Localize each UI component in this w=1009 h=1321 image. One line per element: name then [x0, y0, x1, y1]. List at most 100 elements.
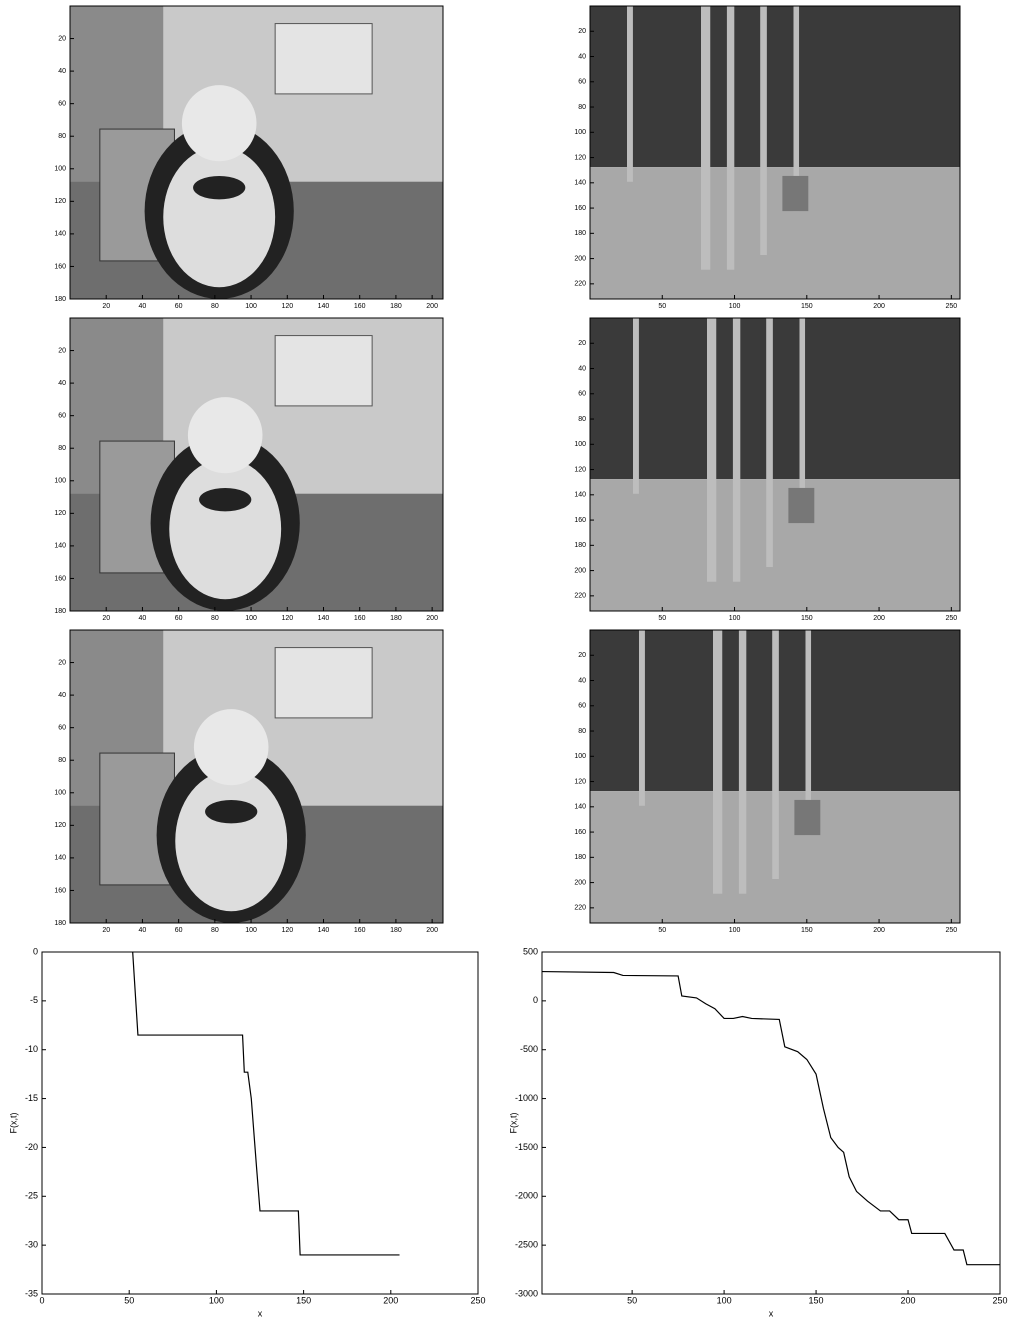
x-tick-label: 250: [945, 927, 957, 934]
photo-ground: [590, 479, 960, 611]
x-tick-label: 20: [102, 615, 110, 622]
x-tick-label: 160: [354, 615, 366, 622]
y-tick-label: 60: [58, 101, 66, 108]
x-tick-label: 180: [390, 303, 402, 310]
y-tick-label: 120: [574, 466, 586, 473]
y-tick-label: 60: [58, 725, 66, 732]
x-tick-label: 180: [390, 615, 402, 622]
y-tick-label: 160: [574, 829, 586, 836]
y-tick-label: -2500: [515, 1240, 538, 1250]
y-tick-label: 200: [574, 567, 586, 574]
x-tick-label: 140: [318, 927, 330, 934]
photo-whiteboard: [275, 648, 372, 718]
panel: 0501001502002500-5-10-15-20-25-30-35xF(x…: [8, 946, 485, 1318]
y-tick-label: 180: [574, 854, 586, 861]
x-tick-label: 200: [383, 1295, 398, 1305]
y-tick-label: 80: [58, 445, 66, 452]
y-tick-label: 200: [574, 255, 586, 262]
x-axis-label: x: [769, 1308, 774, 1318]
y-tick-label: -2000: [515, 1191, 538, 1201]
y-tick-label: 60: [58, 413, 66, 420]
panel: 2040608010012014016018020020406080100120…: [54, 318, 443, 622]
photo-stump: [794, 800, 820, 835]
x-tick-label: 200: [901, 1295, 916, 1305]
y-tick-label: 160: [54, 887, 66, 894]
y-tick-label: 500: [523, 946, 538, 956]
x-tick-label: 80: [211, 303, 219, 310]
y-tick-label: 40: [58, 68, 66, 75]
panel: 5010015020025020406080100120140160180200…: [574, 6, 960, 310]
x-tick-label: 80: [211, 927, 219, 934]
y-tick-label: -5: [30, 995, 38, 1005]
y-tick-label: -3000: [515, 1288, 538, 1298]
photo-penguin-bow: [205, 800, 257, 823]
y-tick-label: 100: [54, 166, 66, 173]
y-tick-label: 40: [578, 365, 586, 372]
photo-whiteboard: [275, 24, 372, 94]
photo-tree-trunk: [639, 630, 645, 806]
x-tick-label: 20: [102, 927, 110, 934]
x-tick-label: 150: [809, 1295, 824, 1305]
x-tick-label: 150: [801, 615, 813, 622]
data-line: [542, 972, 1000, 1265]
y-tick-label: 160: [54, 263, 66, 270]
x-tick-label: 140: [318, 303, 330, 310]
data-line: [133, 952, 400, 1255]
x-tick-label: 50: [658, 927, 666, 934]
photo-penguin-head: [194, 709, 269, 785]
y-tick-label: 80: [578, 728, 586, 735]
photo-tree-trunk: [772, 630, 779, 879]
y-tick-label: 120: [54, 510, 66, 517]
y-tick-label: 20: [578, 652, 586, 659]
x-tick-label: 150: [801, 927, 813, 934]
y-tick-label: 140: [54, 543, 66, 550]
photo-tree-trunk: [727, 6, 734, 270]
y-tick-label: 120: [574, 778, 586, 785]
y-tick-label: 180: [54, 920, 66, 927]
x-tick-label: 50: [124, 1295, 134, 1305]
x-tick-label: 250: [470, 1295, 485, 1305]
y-tick-label: 220: [574, 281, 586, 288]
x-tick-label: 80: [211, 615, 219, 622]
y-tick-label: 60: [578, 79, 586, 86]
x-tick-label: 40: [139, 615, 147, 622]
photo-tree-trunk: [760, 6, 767, 255]
x-tick-label: 100: [245, 615, 257, 622]
y-tick-label: -10: [25, 1044, 38, 1054]
y-tick-label: -1500: [515, 1142, 538, 1152]
x-tick-label: 60: [175, 615, 183, 622]
y-tick-label: 180: [54, 608, 66, 615]
x-tick-label: 100: [729, 303, 741, 310]
y-tick-label: 200: [574, 879, 586, 886]
page: 20 40 60 80 100 120 140 160 180 200 20 40 60 80 100 120…: [0, 0, 1009, 1321]
y-tick-label: -15: [25, 1093, 38, 1103]
x-tick-label: 40: [139, 927, 147, 934]
x-axis-label: x: [258, 1308, 263, 1318]
y-tick-label: 160: [54, 575, 66, 582]
photo-tree-trunk: [701, 6, 710, 270]
x-tick-label: 50: [658, 303, 666, 310]
y-tick-label: 80: [578, 416, 586, 423]
photo-canopy: [590, 318, 960, 479]
photo-tree-trunk: [707, 318, 716, 582]
x-tick-label: 140: [318, 615, 330, 622]
photo-whiteboard: [275, 336, 372, 406]
y-tick-label: -500: [520, 1044, 538, 1054]
x-tick-label: 60: [175, 303, 183, 310]
x-tick-label: 50: [658, 615, 666, 622]
y-tick-label: 140: [54, 231, 66, 238]
photo-tree-trunk: [739, 630, 746, 894]
figure: 20 40 60 80 100 120 140 160 180 200 20 40 60 80 100 120…: [0, 0, 1009, 1321]
y-tick-label: 100: [574, 753, 586, 760]
y-tick-label: 20: [578, 340, 586, 347]
y-tick-label: 60: [578, 391, 586, 398]
x-tick-label: 100: [717, 1295, 732, 1305]
x-tick-label: 100: [729, 927, 741, 934]
y-tick-label: 140: [574, 180, 586, 187]
y-tick-label: 120: [574, 154, 586, 161]
photo-penguin-belly: [169, 459, 281, 600]
y-tick-label: 80: [578, 104, 586, 111]
